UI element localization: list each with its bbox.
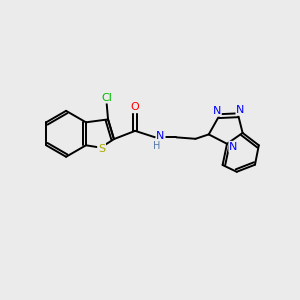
Text: N: N bbox=[236, 105, 245, 115]
Text: O: O bbox=[131, 102, 140, 112]
Text: H: H bbox=[153, 141, 160, 151]
Text: N: N bbox=[229, 142, 238, 152]
Text: Cl: Cl bbox=[101, 93, 112, 103]
Text: S: S bbox=[98, 144, 105, 154]
Text: N: N bbox=[212, 106, 221, 116]
Text: N: N bbox=[156, 131, 165, 141]
